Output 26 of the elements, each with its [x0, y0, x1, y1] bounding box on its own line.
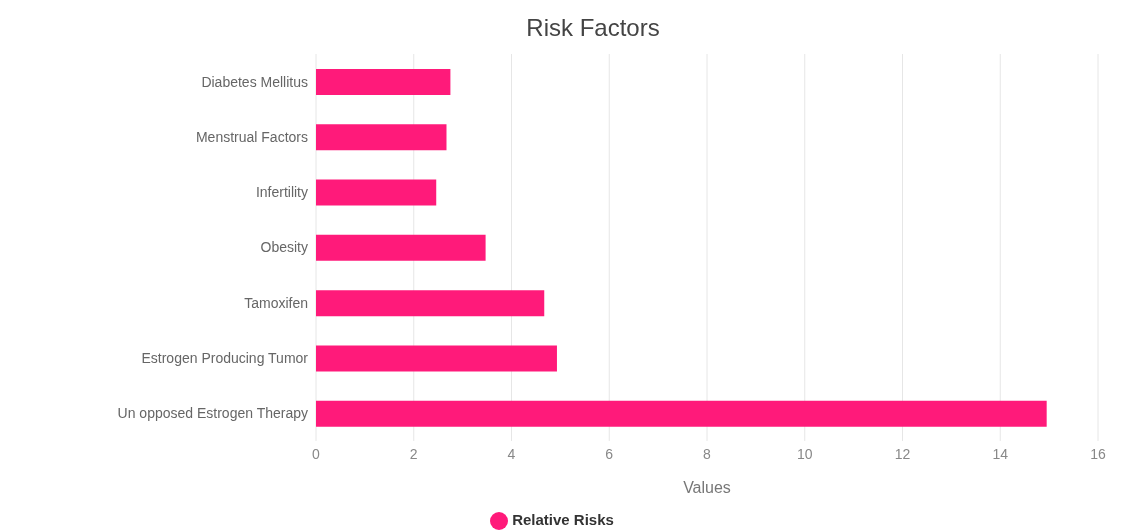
y-tick-label: Un opposed Estrogen Therapy [117, 405, 308, 422]
bar [316, 400, 1047, 427]
chart-title: Risk Factors [525, 13, 661, 43]
x-tick-label: 2 [409, 445, 418, 462]
y-tick-label: Menstrual Factors [195, 128, 308, 145]
y-tick-label: Diabetes Mellitus [201, 73, 308, 90]
bar [316, 290, 545, 317]
x-tick-label: 6 [605, 445, 614, 462]
bar [316, 345, 557, 372]
x-tick-label: 0 [312, 445, 321, 462]
bar [316, 179, 437, 206]
x-tick-label: 10 [796, 445, 813, 462]
bar [316, 234, 486, 261]
y-tick-label: Estrogen Producing Tumor [141, 350, 309, 367]
x-tick-label: 16 [1090, 445, 1106, 462]
y-tick-label: Tamoxifen [244, 294, 308, 311]
legend-label: Relative Risks [512, 510, 614, 528]
x-tick-label: 12 [894, 445, 911, 462]
x-tick-label: 14 [992, 445, 1009, 462]
y-tick-label: Infertility [255, 184, 308, 201]
x-tick-label: 4 [507, 445, 516, 462]
x-tick-label: 8 [703, 445, 712, 462]
y-tick-label: Obesity [260, 239, 308, 256]
bar [316, 69, 451, 95]
x-axis-title: Values [683, 478, 731, 496]
bar [316, 124, 447, 151]
